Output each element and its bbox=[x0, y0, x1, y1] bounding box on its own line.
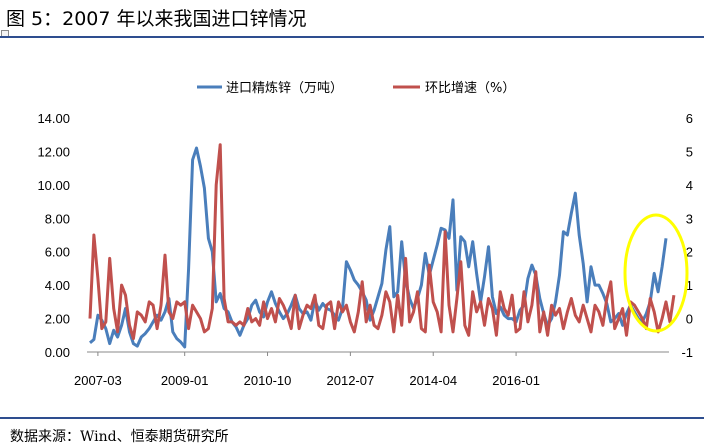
x-tick-label: 2009-01 bbox=[161, 373, 209, 388]
legend-label-growth: 环比增速（%） bbox=[425, 81, 515, 96]
left-y-tick-label: 8.00 bbox=[45, 211, 70, 226]
right-y-tick-label: -1 bbox=[681, 345, 693, 360]
left-y-tick-label: 6.00 bbox=[45, 245, 70, 260]
left-y-tick-label: 2.00 bbox=[45, 312, 70, 327]
x-tick-label: 2007-03 bbox=[74, 373, 122, 388]
left-y-tick-label: 12.00 bbox=[37, 144, 70, 159]
x-tick-label: 2014-04 bbox=[409, 373, 457, 388]
x-axis: 2007-03 2009-01 2010-10 2012-07 2014-04 2016-… bbox=[74, 352, 540, 388]
series-line-growth bbox=[88, 143, 676, 341]
left-y-tick-label: 0.00 bbox=[45, 345, 70, 360]
x-tick-label: 2016-01 bbox=[492, 373, 540, 388]
data-source: 数据来源：Wind、恒泰期货研究所 bbox=[10, 429, 229, 445]
top-divider bbox=[0, 36, 704, 38]
right-y-tick-label: 0 bbox=[686, 312, 693, 327]
right-y-tick-label: 6 bbox=[686, 111, 693, 126]
x-tick-label: 2010-10 bbox=[244, 373, 292, 388]
bottom-divider bbox=[0, 417, 704, 419]
legend-label-imports: 进口精炼锌（万吨） bbox=[226, 81, 343, 96]
highlight-ellipse bbox=[623, 213, 689, 333]
left-y-tick-label: 4.00 bbox=[45, 278, 70, 293]
right-y-tick-label: 1 bbox=[686, 278, 693, 293]
right-y-tick-label: 4 bbox=[686, 178, 693, 193]
figure-title: 图 5：2007 年以来我国进口锌情况 bbox=[6, 8, 307, 30]
x-tick-label: 2012-07 bbox=[327, 373, 375, 388]
plot-area bbox=[88, 143, 676, 349]
left-y-tick-label: 10.00 bbox=[37, 178, 70, 193]
right-y-tick-label: 2 bbox=[686, 245, 693, 260]
right-y-axis: -1 0 1 2 3 4 5 6 bbox=[681, 111, 693, 360]
left-y-axis: 0.00 2.00 4.00 6.00 8.00 10.00 12.00 14.00 bbox=[37, 111, 70, 360]
left-y-tick-label: 14.00 bbox=[37, 111, 70, 126]
chart-legend: 进口精炼锌（万吨） 环比增速（%） bbox=[197, 81, 515, 96]
right-y-tick-label: 3 bbox=[686, 211, 693, 226]
right-y-tick-label: 5 bbox=[686, 144, 693, 159]
